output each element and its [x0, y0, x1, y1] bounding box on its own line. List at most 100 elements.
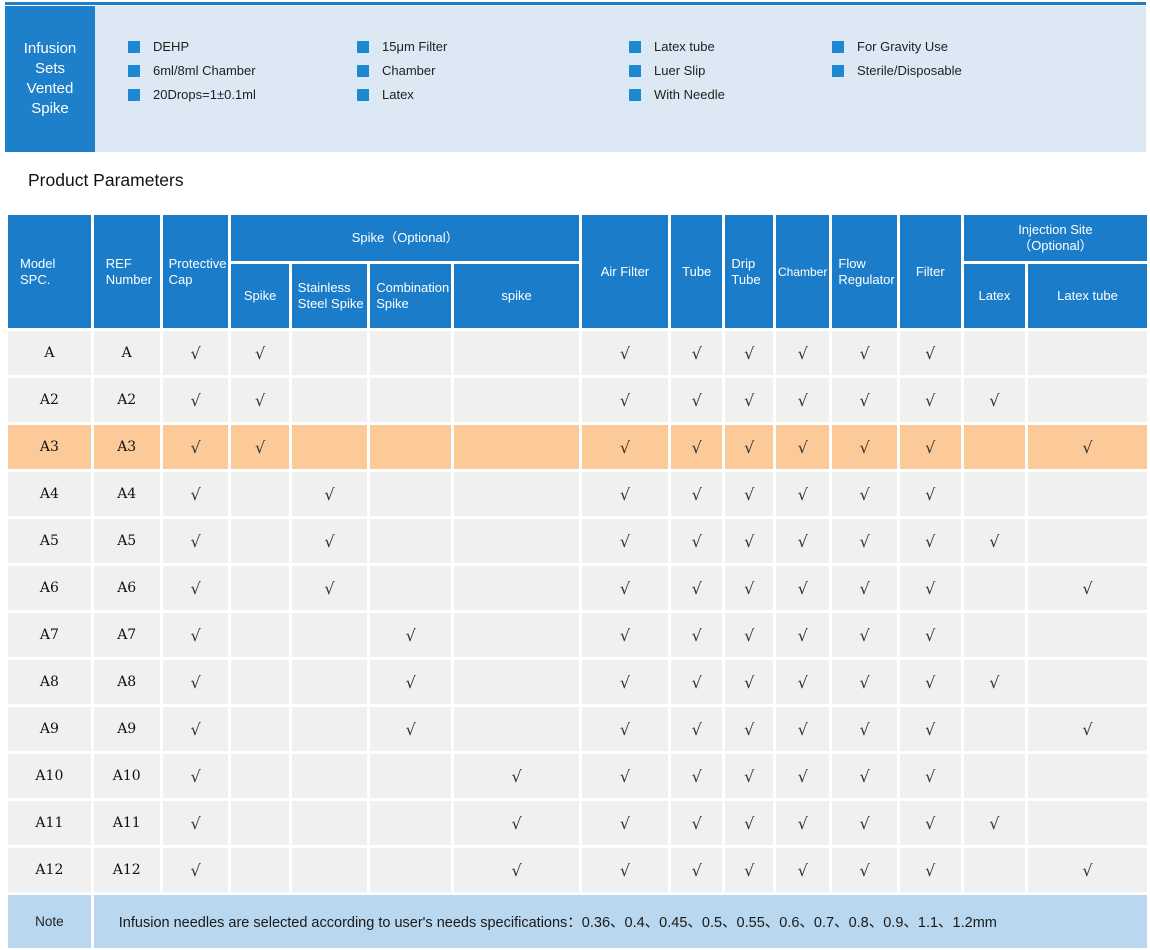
col-header-stainless-steel-spike: Stainless Steel Spike	[291, 264, 368, 328]
check-cell-air_filter: √	[581, 754, 668, 798]
empty-cell-latex	[963, 425, 1025, 469]
feature-label: Luer Slip	[654, 63, 706, 78]
empty-cell-stainless_steel_spike	[291, 754, 368, 798]
empty-cell-spike2	[454, 378, 579, 422]
empty-cell-spike2	[454, 707, 579, 751]
check-cell-spike2: √	[454, 801, 579, 845]
feature-label: 20Drops=1±0.1ml	[153, 87, 256, 102]
feature-label: 15μm Filter	[382, 39, 448, 54]
bullet-square-icon	[832, 64, 844, 77]
check-cell-spike: √	[231, 331, 289, 375]
col-header-model: Model SPC.	[8, 215, 91, 328]
check-cell-air_filter: √	[581, 566, 668, 610]
model-cell: A	[8, 331, 91, 375]
empty-cell-spike2	[454, 566, 579, 610]
check-cell-air_filter: √	[581, 707, 668, 751]
check-cell-spike: √	[231, 425, 289, 469]
table-row[interactable]: A3 A3 √ √ √ √ √ √ √ √ √	[8, 425, 1147, 469]
col-header-protective-cap: Protective Cap	[162, 215, 229, 328]
check-cell-tube: √	[670, 472, 723, 516]
table-row[interactable]: A10 A10 √ √ √ √ √ √ √ √	[8, 754, 1147, 798]
ref-number-cell: A6	[93, 566, 160, 610]
product-title-line: Spike	[31, 100, 69, 117]
empty-cell-spike2	[454, 613, 579, 657]
feature-item: 20Drops=1±0.1ml	[128, 87, 256, 102]
table-row[interactable]: A A √ √ √ √ √ √ √ √	[8, 331, 1147, 375]
check-cell-flow_regulator: √	[832, 613, 897, 657]
model-cell: A7	[8, 613, 91, 657]
table-row[interactable]: A2 A2 √ √ √ √ √ √ √ √ √	[8, 378, 1147, 422]
check-cell-protective_cap: √	[162, 425, 229, 469]
features-column-3: Latex tube Luer Slip With Needle	[629, 39, 725, 102]
empty-cell-spike2	[454, 331, 579, 375]
table-row[interactable]: A4 A4 √ √ √ √ √ √ √ √	[8, 472, 1147, 516]
col-header-spike: Spike	[231, 264, 289, 328]
check-cell-air_filter: √	[581, 660, 668, 704]
check-cell-flow_regulator: √	[832, 848, 897, 892]
check-cell-air_filter: √	[581, 331, 668, 375]
empty-cell-spike	[231, 801, 289, 845]
empty-cell-stainless_steel_spike	[291, 848, 368, 892]
bullet-square-icon	[832, 40, 844, 53]
check-cell-drip_tube: √	[725, 566, 774, 610]
check-cell-protective_cap: √	[162, 331, 229, 375]
empty-cell-latex_tube	[1027, 331, 1147, 375]
check-cell-drip_tube: √	[725, 848, 774, 892]
check-cell-protective_cap: √	[162, 848, 229, 892]
col-header-spike-lowercase: spike	[454, 264, 579, 328]
table-row[interactable]: A8 A8 √ √ √ √ √ √ √ √ √	[8, 660, 1147, 704]
feature-label: Latex tube	[654, 39, 715, 54]
check-cell-chamber: √	[776, 472, 830, 516]
table-row[interactable]: A5 A5 √ √ √ √ √ √ √ √ √	[8, 519, 1147, 563]
check-cell-tube: √	[670, 613, 723, 657]
feature-label: Latex	[382, 87, 414, 102]
check-cell-protective_cap: √	[162, 472, 229, 516]
check-cell-flow_regulator: √	[832, 707, 897, 751]
check-cell-chamber: √	[776, 660, 830, 704]
empty-cell-spike	[231, 472, 289, 516]
ref-number-cell: A3	[93, 425, 160, 469]
empty-cell-latex	[963, 707, 1025, 751]
check-cell-protective_cap: √	[162, 707, 229, 751]
empty-cell-latex	[963, 566, 1025, 610]
feature-item: DEHP	[128, 39, 256, 54]
check-cell-air_filter: √	[581, 472, 668, 516]
check-cell-chamber: √	[776, 519, 830, 563]
ref-number-cell: A11	[93, 801, 160, 845]
ref-number-cell: A2	[93, 378, 160, 422]
check-cell-flow_regulator: √	[832, 331, 897, 375]
ref-number-cell: A10	[93, 754, 160, 798]
col-header-drip-tube: Drip Tube	[725, 215, 774, 328]
check-cell-flow_regulator: √	[832, 472, 897, 516]
model-cell: A8	[8, 660, 91, 704]
bullet-square-icon	[629, 64, 641, 77]
table-row[interactable]: A12 A12 √ √ √ √ √ √ √ √ √	[8, 848, 1147, 892]
empty-cell-latex_tube	[1027, 378, 1147, 422]
check-cell-spike: √	[231, 378, 289, 422]
check-cell-drip_tube: √	[725, 801, 774, 845]
empty-cell-combination_spike	[370, 566, 452, 610]
bullet-square-icon	[128, 40, 140, 53]
table-row[interactable]: A6 A6 √ √ √ √ √ √ √ √ √	[8, 566, 1147, 610]
table-row[interactable]: A11 A11 √ √ √ √ √ √ √ √ √	[8, 801, 1147, 845]
bullet-square-icon	[128, 64, 140, 77]
feature-item: Luer Slip	[629, 63, 725, 78]
empty-cell-latex_tube	[1027, 660, 1147, 704]
check-cell-chamber: √	[776, 848, 830, 892]
features-column-2: 15μm Filter Chamber Latex	[357, 39, 447, 102]
table-row[interactable]: A7 A7 √ √ √ √ √ √ √ √	[8, 613, 1147, 657]
empty-cell-latex	[963, 472, 1025, 516]
injection-site-label: Injection Site	[1018, 222, 1093, 237]
note-label: Note	[8, 895, 91, 948]
table-row[interactable]: A9 A9 √ √ √ √ √ √ √ √ √	[8, 707, 1147, 751]
check-cell-filter: √	[899, 566, 961, 610]
bullet-square-icon	[128, 88, 140, 101]
empty-cell-spike	[231, 519, 289, 563]
model-cell: A3	[8, 425, 91, 469]
bullet-square-icon	[629, 40, 641, 53]
header-top-rule	[5, 2, 1146, 5]
check-cell-chamber: √	[776, 613, 830, 657]
section-title: Product Parameters	[28, 170, 184, 190]
product-parameters-table: Model SPC. REF Number Protective Cap Spi…	[5, 212, 1150, 950]
